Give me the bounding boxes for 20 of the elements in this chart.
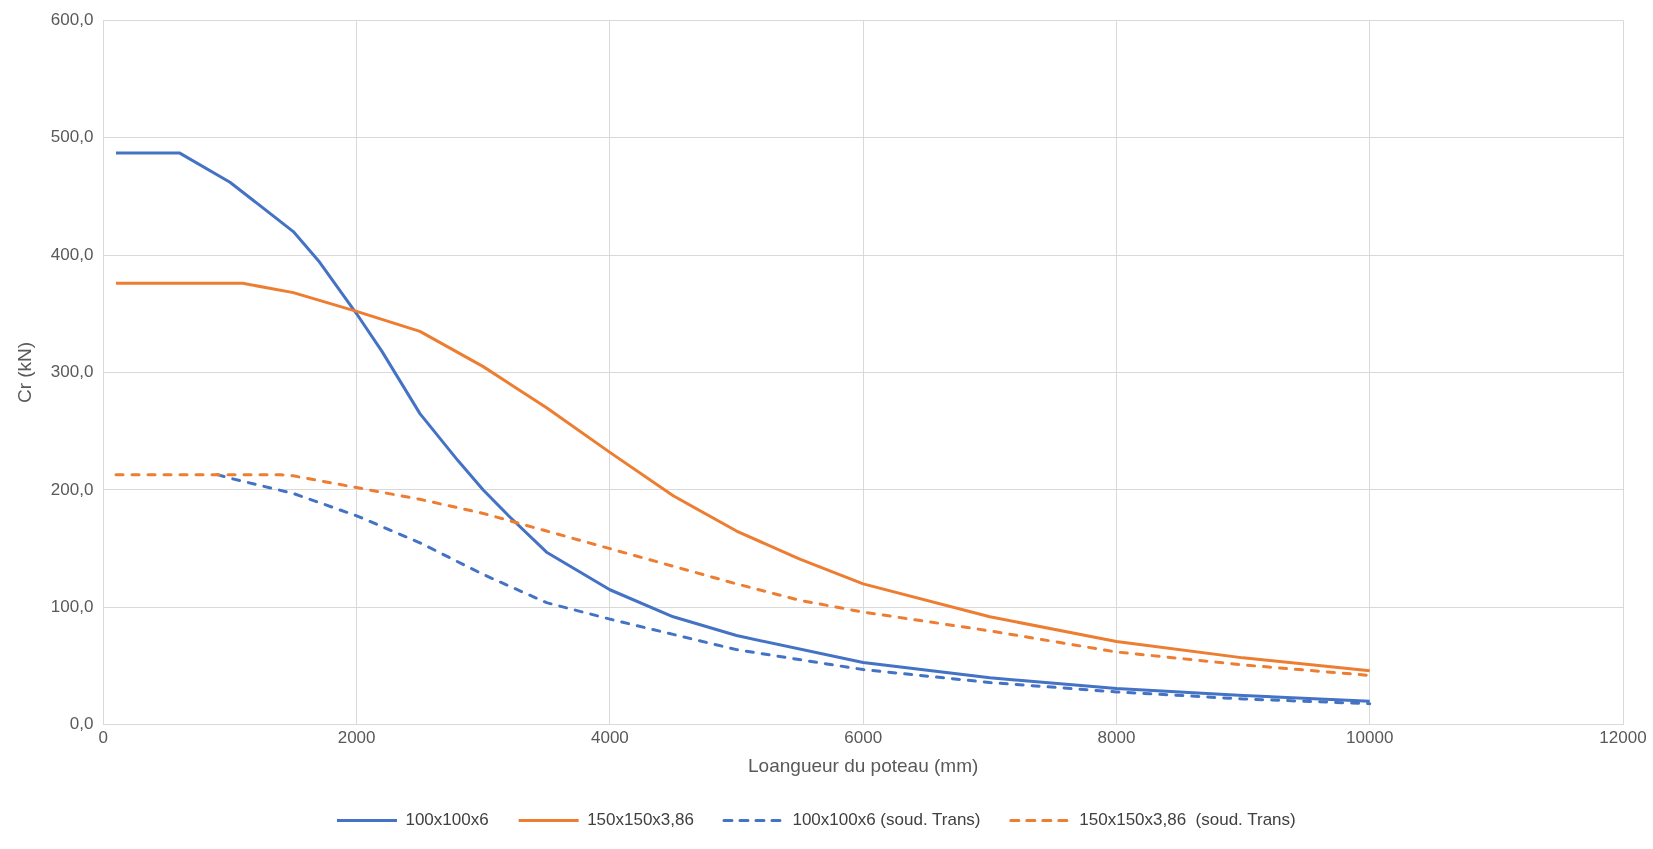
x-tick-label: 2000 <box>337 727 376 747</box>
y-tick-label: 400,0 <box>50 244 94 264</box>
y-axis-title: Cr (kN) <box>13 341 35 404</box>
x-tick-label: 4000 <box>590 727 629 747</box>
x-tick-label: 10000 <box>1346 727 1394 747</box>
legend-label: 100x100x6 <box>405 810 489 830</box>
x-tick-label: 12000 <box>1599 727 1647 747</box>
y-tick-label: 500,0 <box>50 127 94 147</box>
y-tick-label: 200,0 <box>50 479 94 499</box>
legend-label: 150x150x3,86 <box>587 810 694 830</box>
x-tick-label: 6000 <box>844 727 883 747</box>
y-tick-label: 300,0 <box>50 362 94 382</box>
x-tick-label: 8000 <box>1097 727 1136 747</box>
y-tick-label: 100,0 <box>50 597 94 617</box>
y-tick-label: 0,0 <box>69 714 94 734</box>
y-tick-label: 600,0 <box>50 9 94 29</box>
legend-label: 100x100x6 (soud. Trans) <box>792 810 981 830</box>
legend-label: 150x150x3,86 (soud. Trans) <box>1079 810 1296 830</box>
x-tick-label: 0 <box>98 727 109 747</box>
x-axis-title: Loangueur du poteau (mm) <box>748 754 979 776</box>
